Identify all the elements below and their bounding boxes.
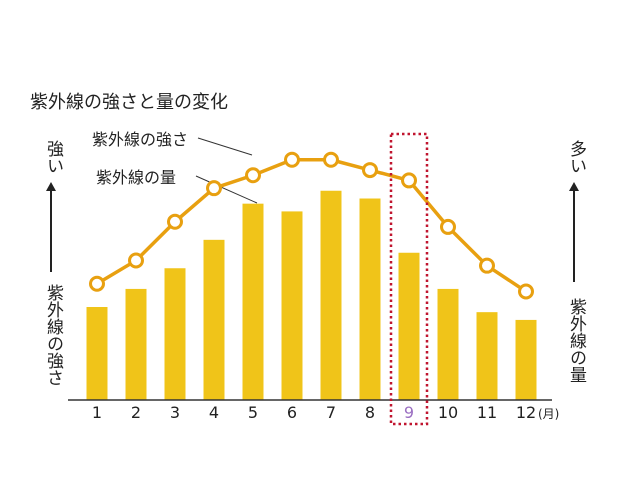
tick-label-4: 4	[209, 403, 219, 422]
right-axis-arrow-line	[573, 190, 575, 282]
tick-label-9: 9	[404, 403, 414, 422]
x-axis-unit: (月)	[538, 407, 559, 421]
tick-label-2: 2	[131, 403, 141, 422]
left-axis-top-label: 強い	[43, 140, 63, 174]
marker-9	[401, 172, 417, 189]
tick-label-3: 3	[170, 403, 180, 422]
tick-label-1: 1	[92, 403, 102, 422]
marker-12	[518, 283, 534, 300]
highlight-box	[389, 132, 429, 426]
tick-label-7: 7	[326, 403, 336, 422]
bar-8	[359, 198, 381, 400]
bar-callout-leader	[195, 175, 258, 204]
bar-5	[242, 203, 264, 400]
line-series-callout: 紫外線の強さ	[92, 130, 189, 149]
right-axis-bottom-label: 紫外線の量	[566, 298, 586, 383]
right-axis-top-label: 多い	[566, 140, 586, 174]
bar-1	[86, 307, 108, 400]
left-axis-arrow-line	[50, 190, 52, 272]
left-axis-bottom-label: 紫外線の強さ	[43, 284, 63, 386]
left-axis-arrow-icon	[46, 182, 56, 191]
line-callout-leader	[197, 137, 253, 156]
tick-label-6: 6	[287, 403, 297, 422]
marker-7	[323, 151, 339, 168]
tick-label-8: 8	[365, 403, 375, 422]
right-axis-arrow-icon	[569, 182, 579, 191]
marker-10	[440, 218, 456, 235]
marker-4	[206, 180, 222, 197]
tick-label-10: 10	[438, 403, 458, 422]
bar-11	[476, 312, 498, 400]
bar-6	[281, 211, 303, 400]
marker-2	[128, 252, 144, 269]
marker-1	[89, 275, 105, 292]
tick-label-5: 5	[248, 403, 258, 422]
bar-7	[320, 190, 342, 400]
marker-5	[245, 167, 261, 184]
bar-2	[125, 288, 147, 400]
chart-title: 紫外線の強さと量の変化	[30, 92, 228, 113]
tick-label-11: 11	[477, 403, 497, 422]
tick-label-12: 12	[516, 403, 536, 422]
marker-11	[479, 257, 495, 274]
bar-4	[203, 239, 225, 400]
bar-3	[164, 268, 186, 400]
bar-12	[515, 319, 537, 400]
bar-10	[437, 288, 459, 400]
marker-6	[284, 151, 300, 168]
bar-series-callout: 紫外線の量	[96, 168, 177, 187]
marker-8	[362, 162, 378, 179]
bar-9	[398, 252, 420, 400]
marker-3	[167, 213, 183, 230]
intensity-line	[96, 158, 527, 293]
